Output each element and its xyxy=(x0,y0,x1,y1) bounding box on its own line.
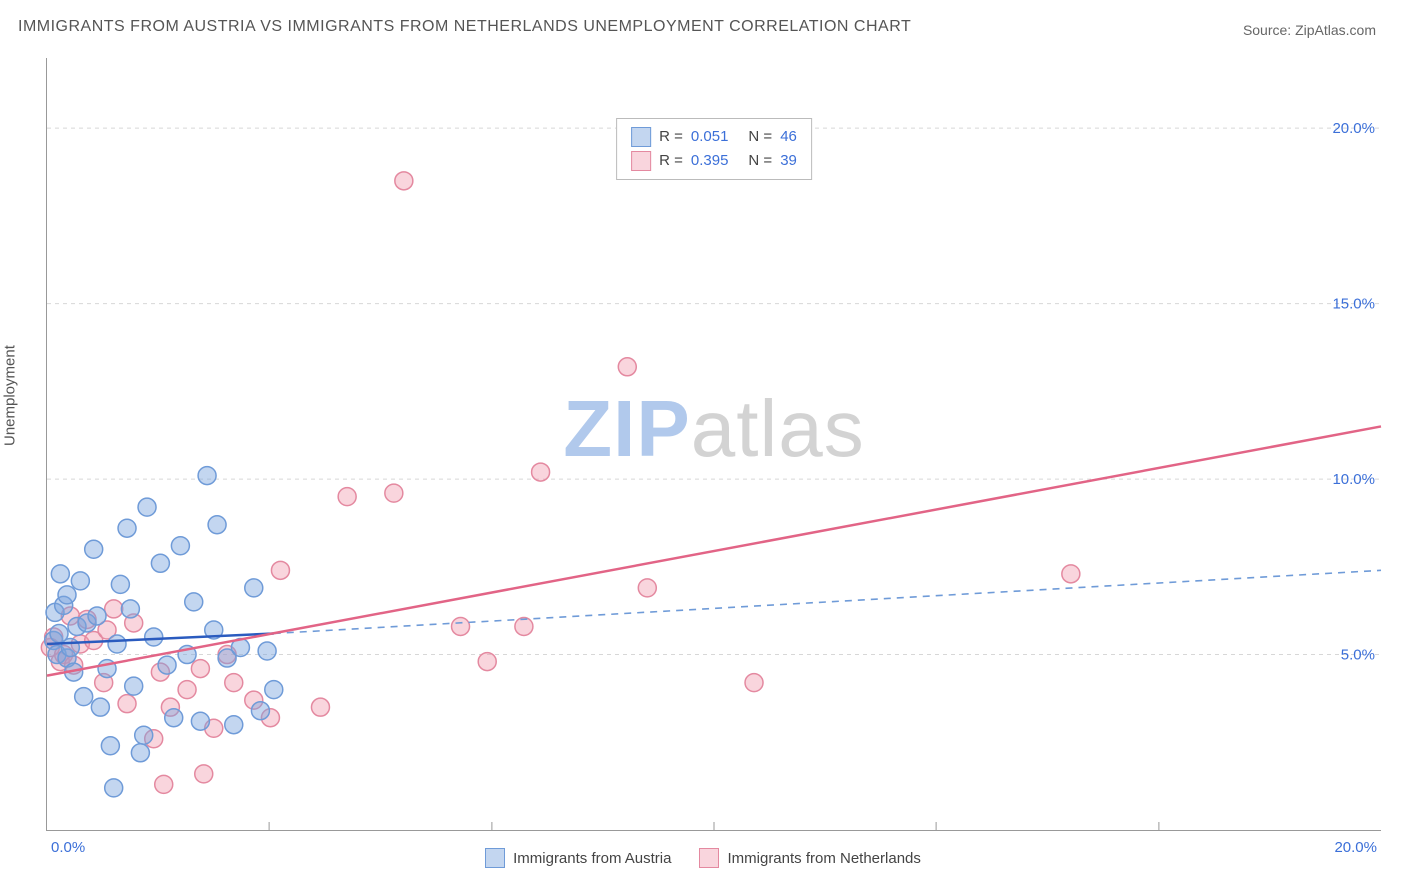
data-point xyxy=(108,635,126,653)
data-point xyxy=(118,519,136,537)
y-tick-label: 10.0% xyxy=(1332,471,1375,488)
data-point xyxy=(178,681,196,699)
data-point xyxy=(51,565,69,583)
legend-item-austria: Immigrants from Austria xyxy=(485,848,671,868)
data-point xyxy=(155,775,173,793)
legend-stats-row: R = 0.395 N = 39 xyxy=(631,149,797,173)
data-point xyxy=(105,600,123,618)
data-point xyxy=(71,572,89,590)
data-point xyxy=(338,488,356,506)
data-point xyxy=(208,516,226,534)
data-point xyxy=(151,554,169,572)
data-point xyxy=(395,172,413,190)
legend-item-netherlands: Immigrants from Netherlands xyxy=(699,848,920,868)
swatch-netherlands xyxy=(631,151,651,171)
data-point xyxy=(61,639,79,657)
y-tick-label: 5.0% xyxy=(1341,647,1375,664)
data-point xyxy=(88,607,106,625)
swatch-austria-icon xyxy=(485,848,505,868)
data-point xyxy=(165,709,183,727)
data-point xyxy=(271,561,289,579)
chart-title: IMMIGRANTS FROM AUSTRIA VS IMMIGRANTS FR… xyxy=(18,18,911,36)
data-point xyxy=(135,726,153,744)
legend-stats-row: R = 0.051 N = 46 xyxy=(631,125,797,149)
data-point xyxy=(515,617,533,635)
data-point xyxy=(101,737,119,755)
data-point xyxy=(191,712,209,730)
data-point xyxy=(131,744,149,762)
data-point xyxy=(138,498,156,516)
y-tick-label: 15.0% xyxy=(1332,296,1375,313)
n-value-netherlands: 39 xyxy=(780,149,797,173)
y-tick-label: 20.0% xyxy=(1332,120,1375,137)
data-point xyxy=(532,463,550,481)
data-point xyxy=(185,593,203,611)
trendline xyxy=(47,426,1381,675)
data-point xyxy=(1062,565,1080,583)
data-point xyxy=(85,540,103,558)
data-point xyxy=(452,617,470,635)
data-point xyxy=(478,653,496,671)
data-point xyxy=(311,698,329,716)
data-point xyxy=(91,698,109,716)
data-point xyxy=(105,779,123,797)
data-point xyxy=(745,674,763,692)
legend-series: Immigrants from Austria Immigrants from … xyxy=(0,848,1406,868)
data-point xyxy=(121,600,139,618)
data-point xyxy=(195,765,213,783)
legend-label-netherlands: Immigrants from Netherlands xyxy=(727,850,920,867)
data-point xyxy=(158,656,176,674)
source-label: Source: ZipAtlas.com xyxy=(1243,22,1376,38)
data-point xyxy=(251,702,269,720)
r-label: R = xyxy=(659,149,683,173)
r-value-netherlands: 0.395 xyxy=(691,149,729,173)
data-point xyxy=(75,688,93,706)
legend-stats: R = 0.051 N = 46 R = 0.395 N = 39 xyxy=(616,118,812,180)
data-point xyxy=(111,575,129,593)
plot-area: 5.0%10.0%15.0%20.0%0.0%20.0% ZIPatlas R … xyxy=(46,58,1381,831)
swatch-netherlands-icon xyxy=(699,848,719,868)
r-label: R = xyxy=(659,125,683,149)
data-point xyxy=(171,537,189,555)
data-point xyxy=(225,716,243,734)
data-point xyxy=(258,642,276,660)
data-point xyxy=(125,677,143,695)
data-point xyxy=(245,579,263,597)
y-axis-label: Unemployment xyxy=(2,345,19,446)
r-value-austria: 0.051 xyxy=(691,125,729,149)
data-point xyxy=(118,695,136,713)
n-label: N = xyxy=(748,125,772,149)
data-point xyxy=(618,358,636,376)
legend-label-austria: Immigrants from Austria xyxy=(513,850,671,867)
data-point xyxy=(58,586,76,604)
n-label: N = xyxy=(748,149,772,173)
data-point xyxy=(638,579,656,597)
swatch-austria xyxy=(631,127,651,147)
n-value-austria: 46 xyxy=(780,125,797,149)
data-point xyxy=(225,674,243,692)
data-point xyxy=(198,467,216,485)
data-point xyxy=(191,660,209,678)
data-point xyxy=(265,681,283,699)
chart-container: IMMIGRANTS FROM AUSTRIA VS IMMIGRANTS FR… xyxy=(0,0,1406,892)
data-point xyxy=(385,484,403,502)
data-point xyxy=(145,628,163,646)
